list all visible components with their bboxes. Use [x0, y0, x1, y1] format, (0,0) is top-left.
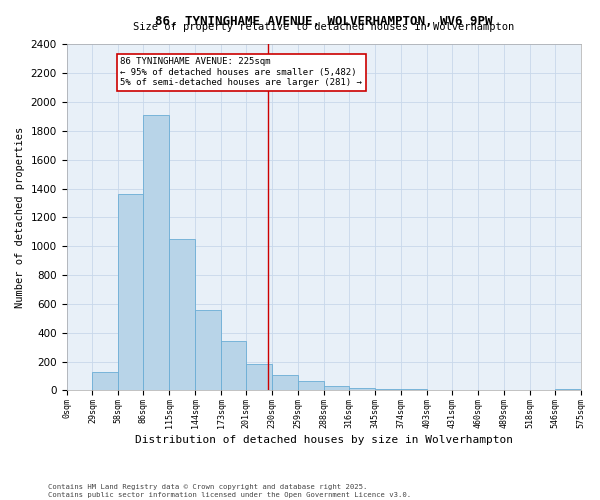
Bar [169, 239, 195, 390]
Bar [375, 389, 401, 390]
Bar [272, 374, 298, 390]
Text: Size of property relative to detached houses in Wolverhampton: Size of property relative to detached ho… [133, 22, 514, 32]
Text: 86 TYNINGHAME AVENUE: 225sqm
← 95% of detached houses are smaller (5,482)
5% of : 86 TYNINGHAME AVENUE: 225sqm ← 95% of de… [120, 58, 362, 87]
X-axis label: Distribution of detached houses by size in Wolverhampton: Distribution of detached houses by size … [134, 435, 512, 445]
Bar [221, 342, 246, 390]
Bar [195, 310, 221, 390]
Bar [349, 388, 375, 390]
Bar [143, 115, 169, 390]
Text: Contains HM Land Registry data © Crown copyright and database right 2025.
Contai: Contains HM Land Registry data © Crown c… [48, 484, 411, 498]
Bar [118, 194, 143, 390]
Bar [246, 364, 272, 390]
Y-axis label: Number of detached properties: Number of detached properties [15, 127, 25, 308]
Bar [324, 386, 349, 390]
Bar [92, 372, 118, 390]
Bar [298, 381, 324, 390]
Bar [554, 388, 581, 390]
Title: 86, TYNINGHAME AVENUE, WOLVERHAMPTON, WV6 9PW: 86, TYNINGHAME AVENUE, WOLVERHAMPTON, WV… [155, 15, 492, 28]
